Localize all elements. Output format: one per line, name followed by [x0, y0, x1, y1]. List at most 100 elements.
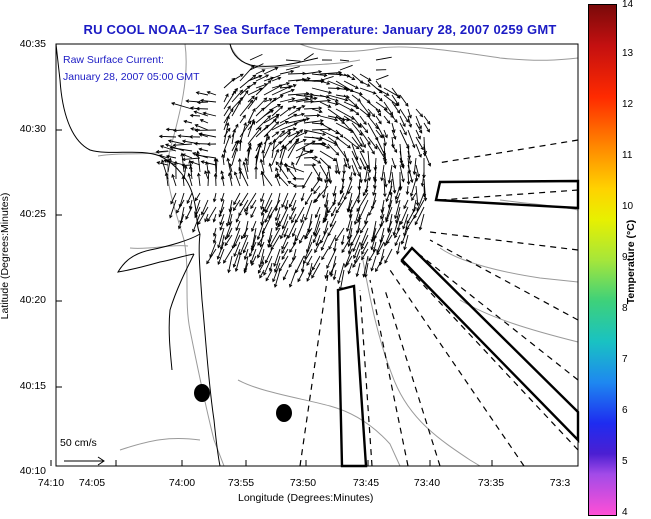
current-vector: [295, 113, 305, 117]
current-vector: [196, 91, 209, 96]
current-vector: [381, 164, 385, 181]
current-vector-head: [251, 118, 255, 123]
current-vector-head: [195, 91, 200, 95]
current-vector-head: [236, 139, 240, 144]
current-vector-head: [289, 216, 293, 221]
current-vector-head: [396, 250, 400, 255]
current-vector: [186, 100, 201, 103]
current-vector-head: [165, 154, 170, 159]
current-vector: [333, 185, 337, 196]
current-vector-head: [263, 271, 267, 276]
current-vector-head: [212, 232, 217, 237]
current-vector: [343, 73, 355, 80]
current-vector-head: [337, 202, 341, 207]
current-vector-head: [314, 214, 319, 219]
current-vector-head: [302, 118, 307, 123]
current-vector: [257, 220, 265, 240]
current-vector: [218, 206, 225, 217]
current-vector-head: [226, 157, 230, 162]
current-vector-head: [291, 97, 296, 101]
current-vector-head: [289, 249, 293, 253]
current-vector-head: [306, 262, 310, 267]
current-vector-head: [407, 170, 412, 175]
current-vector: [352, 234, 361, 252]
current-vector-head: [380, 177, 384, 182]
current-vector: [250, 248, 257, 264]
current-vector: [383, 171, 387, 187]
current-vector: [351, 150, 362, 170]
current-vector-head: [267, 244, 271, 248]
coastline: [55, 43, 319, 467]
current-vector: [319, 101, 331, 108]
current-vector: [271, 121, 289, 131]
current-vector: [263, 67, 278, 75]
current-vector: [383, 108, 394, 118]
current-vector: [251, 227, 257, 249]
current-vector-head: [312, 231, 317, 236]
current-vector: [373, 178, 377, 189]
current-vector: [351, 122, 363, 136]
current-vector-head: [383, 161, 388, 166]
current-vector: [325, 269, 329, 279]
current-vector-head: [349, 108, 354, 112]
bathymetry-contours: [97, 43, 579, 467]
current-vector-head: [355, 273, 360, 278]
current-vector-head: [372, 176, 377, 181]
y-tick-label: 40:25: [19, 208, 46, 220]
current-vector: [375, 115, 382, 124]
current-vector: [190, 128, 201, 131]
current-vector-head: [403, 205, 407, 210]
current-vector: [357, 213, 361, 223]
current-vector: [233, 199, 241, 211]
current-vector-head: [370, 239, 375, 243]
current-vector: [243, 241, 249, 253]
current-vector: [271, 149, 279, 166]
current-vector: [391, 115, 398, 123]
current-vector: [249, 53, 263, 61]
current-vector-head: [315, 242, 319, 247]
current-vector: [310, 178, 321, 192]
colorbar: [588, 4, 617, 516]
current-vector-head: [374, 145, 378, 150]
current-vector-head: [403, 246, 407, 251]
current-vector-head: [408, 160, 412, 165]
current-vector: [281, 248, 289, 260]
current-vector: [271, 77, 281, 82]
current-vector: [213, 213, 217, 222]
y-tick-label: 40:30: [19, 123, 46, 135]
current-vector: [156, 150, 169, 153]
current-vector-head: [196, 100, 201, 105]
current-vector: [415, 143, 422, 158]
current-vector: [251, 220, 257, 232]
current-vector-head: [310, 188, 315, 192]
current-vector: [399, 108, 409, 123]
current-vector-head: [233, 243, 238, 248]
current-vector-head: [281, 256, 286, 261]
current-vector-head: [359, 229, 364, 234]
current-vector-head: [251, 64, 255, 69]
current-vector: [245, 158, 249, 173]
current-vector: [313, 213, 321, 236]
current-vector-head: [318, 109, 323, 114]
current-vector-head: [274, 67, 279, 71]
current-vector-head: [384, 259, 388, 264]
current-vector-head: [183, 164, 188, 169]
current-vector: [328, 234, 337, 250]
current-vector: [258, 262, 265, 274]
current-vector: [391, 171, 396, 193]
current-vector-head: [314, 155, 319, 160]
current-vector-head: [367, 177, 371, 182]
current-vector: [295, 139, 307, 145]
current-vector: [265, 269, 273, 281]
current-vector-head: [302, 139, 307, 143]
current-vector: [295, 140, 316, 152]
current-vector: [421, 171, 425, 187]
shipping-lanes: [336, 179, 580, 468]
current-vector: [356, 192, 369, 212]
current-vector: [410, 178, 417, 197]
current-vector-head: [420, 183, 425, 187]
current-vector-head: [226, 234, 231, 239]
current-vector: [263, 255, 273, 276]
y-tick-label: 40:20: [19, 294, 46, 306]
current-vector: [347, 192, 353, 212]
